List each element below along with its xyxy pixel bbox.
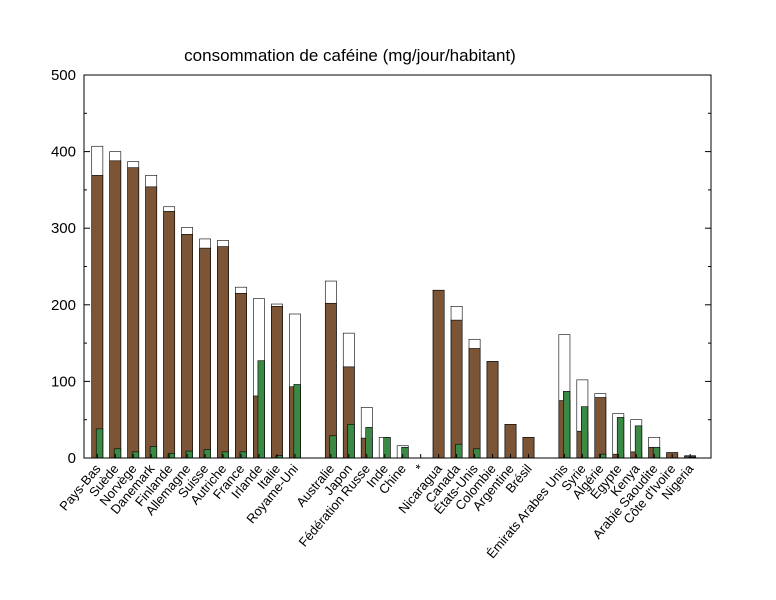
y-tick-label: 0: [68, 450, 76, 467]
bar-coffee: [109, 160, 122, 459]
bar-coffee: [199, 247, 211, 459]
bar-tea: [365, 427, 373, 459]
bar-coffee: [450, 319, 463, 459]
bar-tea: [580, 406, 589, 459]
bar-coffee: [127, 167, 140, 459]
bar-coffee: [271, 306, 283, 459]
y-tick-label: 300: [51, 220, 76, 237]
bar-tea: [347, 423, 355, 459]
bar-coffee: [594, 397, 607, 459]
bar-coffee: [145, 186, 158, 459]
bar-coffee: [217, 246, 229, 459]
y-tick-label: 100: [51, 373, 76, 390]
bar-coffee: [486, 361, 499, 459]
bar-coffee: [324, 302, 337, 459]
bars-group: [91, 145, 697, 459]
chart-title: consommation de caféine (mg/jour/habitan…: [184, 46, 516, 65]
bar-coffee: [504, 423, 517, 459]
x-axis: Pays-BasSuèdeNorvègeDanemarkFinlandeAlle…: [56, 454, 697, 561]
bar-tea: [293, 384, 301, 459]
bar-coffee: [181, 234, 193, 459]
bar-coffee: [235, 293, 247, 459]
bar-tea: [95, 428, 104, 459]
bar-coffee: [432, 289, 445, 459]
bar-coffee: [163, 211, 176, 459]
y-tick-label: 400: [51, 144, 76, 161]
plot-frame: [83, 74, 712, 459]
y-tick-label: 500: [51, 67, 76, 84]
y-axis: 0 100 200 300 400 500: [51, 67, 711, 467]
bar-tea: [563, 391, 571, 459]
bar-tea: [257, 360, 265, 459]
y-tick-label: 200: [51, 297, 76, 314]
bar-tea: [634, 425, 643, 459]
bar-coffee: [91, 175, 104, 459]
bar-tea: [616, 417, 625, 459]
bar-coffee: [468, 348, 481, 459]
